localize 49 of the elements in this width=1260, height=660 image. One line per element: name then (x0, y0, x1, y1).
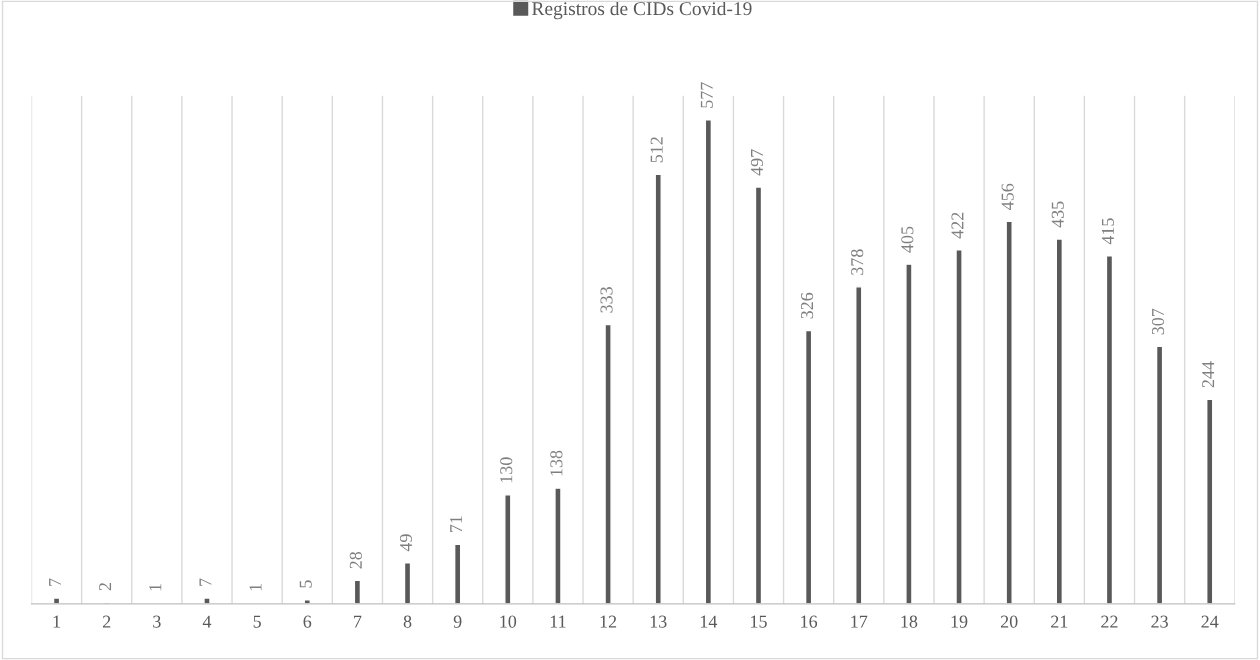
x-tick-label: 13 (650, 615, 667, 628)
data-label: 405 (901, 226, 914, 253)
x-tick-label: 21 (1051, 615, 1068, 628)
x-tick-label: 10 (500, 615, 517, 628)
data-label: 71 (450, 516, 463, 533)
data-label: 435 (1051, 201, 1064, 228)
x-tick-label: 16 (801, 615, 818, 628)
data-label: 326 (801, 292, 814, 319)
x-tick-label: 18 (901, 615, 918, 628)
data-label: 1 (149, 584, 162, 591)
data-label: 333 (600, 287, 613, 313)
x-tick-label: 15 (751, 615, 767, 628)
data-label: 1 (249, 584, 262, 591)
x-tick-label: 3 (153, 615, 161, 628)
data-label: 5 (299, 580, 312, 588)
x-tick-label: 2 (102, 615, 111, 628)
data-label: 378 (851, 249, 864, 275)
x-tick-label: 23 (1151, 615, 1168, 628)
x-tick-label: 22 (1101, 615, 1118, 628)
data-label: 138 (550, 450, 563, 476)
x-tick-label: 19 (951, 615, 968, 628)
legend-label: Registros de CIDs Covid-19 (532, 1, 752, 20)
x-tick-label: 7 (354, 615, 362, 628)
data-label: 497 (750, 149, 764, 176)
data-label: 307 (1151, 308, 1165, 335)
x-tick-label: 5 (253, 615, 261, 628)
data-label: 456 (1001, 183, 1014, 210)
x-tick-label: 24 (1201, 615, 1219, 628)
data-label: 415 (1101, 218, 1114, 245)
data-label: 49 (399, 534, 413, 552)
x-tick-label: 11 (550, 615, 566, 628)
x-tick-label: 1 (53, 615, 60, 628)
x-tick-label: 17 (851, 615, 868, 628)
data-label: 577 (700, 82, 713, 108)
x-tick-label: 6 (303, 615, 312, 628)
data-label: 130 (500, 457, 513, 483)
data-label: 2 (99, 583, 112, 591)
data-label: 422 (951, 212, 964, 239)
x-tick-label: 9 (453, 615, 462, 628)
data-label: 512 (650, 137, 663, 163)
data-label: 28 (349, 551, 362, 569)
x-tick-label: 4 (202, 615, 212, 628)
data-label: 244 (1202, 361, 1215, 388)
x-tick-label: 20 (1000, 615, 1018, 628)
data-label: 7 (199, 578, 212, 586)
x-tick-label: 14 (700, 615, 718, 628)
data-label: 7 (49, 578, 61, 586)
x-tick-label: 12 (600, 615, 617, 628)
x-tick-label: 8 (403, 615, 412, 628)
